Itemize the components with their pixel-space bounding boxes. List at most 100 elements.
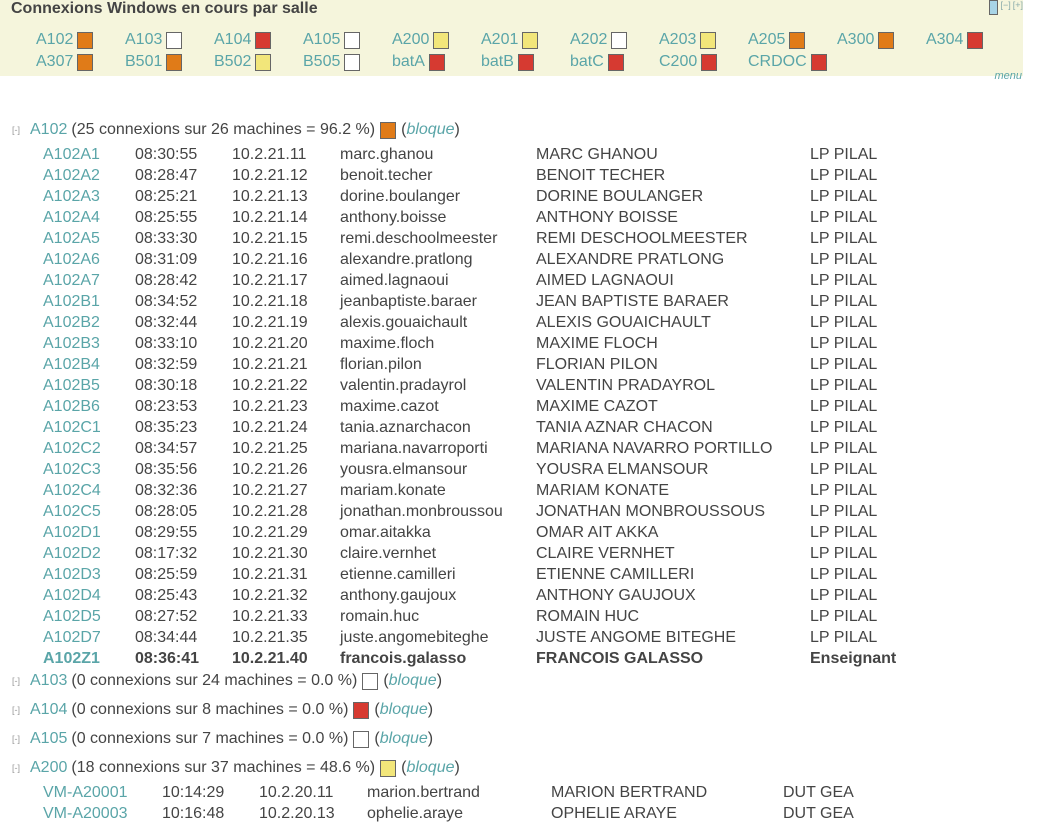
group: LP PILAL (810, 356, 878, 373)
machine-link[interactable]: A102B2 (43, 314, 100, 331)
machine-link[interactable]: A102C1 (43, 419, 101, 436)
room-link-B505[interactable]: B505 (303, 53, 361, 71)
machine-link[interactable]: A102A7 (43, 272, 100, 289)
username: jeanbaptiste.baraer (340, 293, 477, 310)
menu-link[interactable]: menu (994, 70, 1022, 82)
login-time: 08:34:44 (135, 629, 198, 646)
machine-link[interactable]: A102B4 (43, 356, 100, 373)
collapse-toggle[interactable]: [-] (12, 763, 20, 773)
status-square-icon (810, 53, 827, 71)
bloque-link[interactable]: bloque (379, 701, 428, 718)
table-row: A102A6 08:31:09 10.2.21.16 alexandre.pratlo… (0, 251, 1000, 272)
room-link-A103[interactable]: A103 (125, 31, 183, 49)
machine-link[interactable]: A102D1 (43, 524, 101, 541)
group: LP PILAL (810, 314, 878, 331)
room-link[interactable]: A103 (30, 672, 68, 689)
ip-address: 10.2.21.15 (232, 230, 308, 247)
collapse-toggle[interactable]: [-] (12, 676, 20, 686)
machine-link[interactable]: A102D2 (43, 545, 101, 562)
status-square-icon (344, 31, 361, 49)
room-link-B501[interactable]: B501 (125, 53, 183, 71)
room-link-A202[interactable]: A202 (570, 31, 628, 49)
table-row: A102B6 08:23:53 10.2.21.23 maxime.cazot MAXI… (0, 398, 1000, 419)
machine-link[interactable]: A102A1 (43, 146, 100, 163)
room-link-A300[interactable]: A300 (837, 31, 895, 49)
status-square-icon (255, 53, 272, 71)
room-link-CRDOC[interactable]: CRDOC (748, 53, 827, 71)
bloque-link[interactable]: bloque (388, 672, 437, 689)
login-time: 10:14:29 (162, 784, 225, 801)
group: LP PILAL (810, 545, 878, 562)
machine-link[interactable]: VM-A20001 (43, 784, 128, 801)
room-name: A202 (570, 31, 608, 48)
room-link-A304[interactable]: A304 (926, 31, 984, 49)
panel-handle-icon[interactable] (989, 0, 999, 15)
table-row: A102B1 08:34:52 10.2.21.18 jeanbaptiste.bar… (0, 293, 1000, 314)
room-link-C200[interactable]: C200 (659, 53, 718, 71)
login-time: 08:32:36 (135, 482, 198, 499)
ip-address: 10.2.21.14 (232, 209, 308, 226)
group: LP PILAL (810, 167, 878, 184)
room-link-A307[interactable]: A307 (36, 53, 94, 71)
room-link-A105[interactable]: A105 (303, 31, 361, 49)
room-link-A203[interactable]: A203 (659, 31, 717, 49)
bloque-link[interactable]: bloque (379, 730, 428, 747)
ip-address: 10.2.21.19 (232, 314, 308, 331)
username: jonathan.monbroussou (340, 503, 503, 520)
login-time: 08:34:57 (135, 440, 198, 457)
room-link-batA[interactable]: batA (392, 53, 445, 71)
full-name: OPHELIE ARAYE (551, 805, 677, 822)
table-row: A102D2 08:17:32 10.2.21.30 claire.vernhet CL… (0, 545, 1000, 566)
collapse-toggle[interactable]: [-] (12, 734, 20, 744)
paren-close: ) (427, 701, 434, 718)
collapse-toggle[interactable]: [-] (12, 705, 20, 715)
machine-link[interactable]: A102D7 (43, 629, 101, 646)
table-row: A102C5 08:28:05 10.2.21.28 jonathan.monbrou… (0, 503, 1000, 524)
machine-link[interactable]: A102D4 (43, 587, 101, 604)
room-link-A104[interactable]: A104 (214, 31, 272, 49)
room-link-B502[interactable]: B502 (214, 53, 272, 71)
machine-link[interactable]: A102A6 (43, 251, 100, 268)
machine-link[interactable]: A102A5 (43, 230, 100, 247)
status-square-icon (789, 31, 806, 49)
bloque-link[interactable]: bloque (406, 121, 455, 138)
machine-link[interactable]: A102A2 (43, 167, 100, 184)
machine-link[interactable]: A102D5 (43, 608, 101, 625)
machine-link[interactable]: A102C3 (43, 461, 101, 478)
machine-link[interactable]: A102A3 (43, 188, 100, 205)
room-name: batA (392, 53, 425, 70)
room-link[interactable]: A200 (30, 759, 68, 776)
section-header-A104: [-] A104 (0 connexions sur 8 machines = 0.… (12, 701, 433, 719)
room-link-batB[interactable]: batB (481, 53, 534, 71)
username: anthony.gaujoux (340, 587, 457, 604)
login-time: 08:25:21 (135, 188, 198, 205)
machine-link[interactable]: A102C4 (43, 482, 101, 499)
collapse-all-button[interactable]: [−] (1000, 0, 1011, 10)
machine-link[interactable]: A102B5 (43, 377, 100, 394)
machine-link[interactable]: A102C5 (43, 503, 101, 520)
machine-link[interactable]: A102B6 (43, 398, 100, 415)
machine-link[interactable]: A102B3 (43, 335, 100, 352)
machine-link[interactable]: A102C2 (43, 440, 101, 457)
table-row: A102A5 08:33:30 10.2.21.15 remi.deschoolmee… (0, 230, 1000, 251)
machine-link[interactable]: A102A4 (43, 209, 100, 226)
bloque-link[interactable]: bloque (406, 759, 455, 776)
room-link-A200[interactable]: A200 (392, 31, 450, 49)
machine-link[interactable]: A102Z1 (43, 650, 100, 667)
machine-link[interactable]: VM-A20003 (43, 805, 128, 822)
table-row: A102D5 08:27:52 10.2.21.33 romain.huc ROMAIN… (0, 608, 1000, 629)
room-link-A201[interactable]: A201 (481, 31, 539, 49)
collapse-toggle[interactable]: [-] (12, 125, 20, 135)
room-link-A205[interactable]: A205 (748, 31, 806, 49)
room-link[interactable]: A102 (30, 121, 68, 138)
expand-all-button[interactable]: [+] (1012, 0, 1023, 10)
full-name: MAXIME FLOCH (536, 335, 658, 352)
machine-link[interactable]: A102B1 (43, 293, 100, 310)
room-link-batC[interactable]: batC (570, 53, 624, 71)
room-link[interactable]: A104 (30, 701, 68, 718)
group: LP PILAL (810, 209, 878, 226)
ip-address: 10.2.21.20 (232, 335, 308, 352)
room-link-A102[interactable]: A102 (36, 31, 94, 49)
room-link[interactable]: A105 (30, 730, 68, 747)
machine-link[interactable]: A102D3 (43, 566, 101, 583)
